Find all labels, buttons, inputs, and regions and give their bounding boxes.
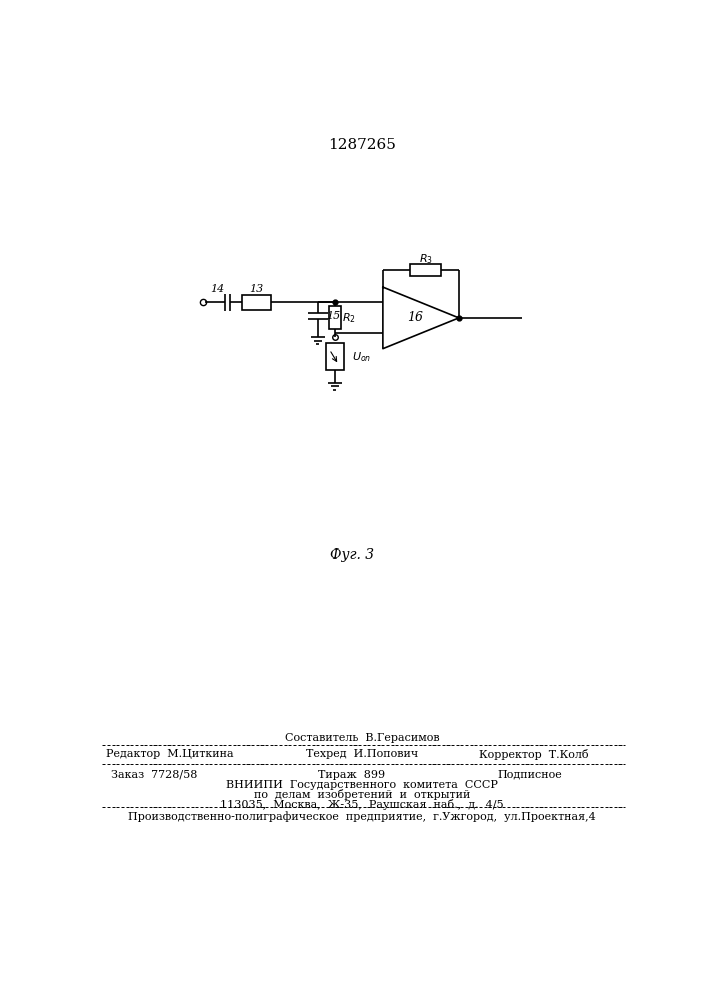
Text: 14: 14 bbox=[211, 284, 225, 294]
Text: Техред  И.Попович: Техред И.Попович bbox=[306, 749, 418, 759]
Text: $R_2$: $R_2$ bbox=[342, 311, 356, 325]
Text: Подписное: Подписное bbox=[498, 770, 563, 780]
Text: Составитель  В.Герасимов: Составитель В.Герасимов bbox=[285, 733, 439, 743]
Text: Фуг. 3: Фуг. 3 bbox=[329, 548, 374, 562]
Bar bbox=[242, 295, 271, 310]
Text: Редактор  М.Циткина: Редактор М.Циткина bbox=[106, 749, 233, 759]
Bar bbox=[410, 264, 441, 276]
Text: $U_{on}$: $U_{on}$ bbox=[352, 350, 371, 364]
Bar bbox=[329, 306, 341, 329]
Text: Производственно-полиграфическое  предприятие,  г.Ужгород,  ул.Проектная,4: Производственно-полиграфическое предприя… bbox=[128, 811, 596, 822]
Text: Корректор  Т.Колб: Корректор Т.Колб bbox=[479, 749, 589, 760]
Text: по  делам  изобретений  и  открытий: по делам изобретений и открытий bbox=[254, 789, 470, 800]
Text: 113035,  Москва,  Ж-35,  Раушская  наб.,  д.  4/5: 113035, Москва, Ж-35, Раушская наб., д. … bbox=[220, 799, 504, 810]
Bar bbox=[325, 343, 344, 370]
Text: Тираж  899: Тираж 899 bbox=[318, 770, 385, 780]
Text: 13: 13 bbox=[250, 284, 264, 294]
Text: 16: 16 bbox=[407, 311, 423, 324]
Text: 15: 15 bbox=[326, 311, 340, 321]
Text: ВНИИПИ  Государственного  комитета  СССР: ВНИИПИ Государственного комитета СССР bbox=[226, 780, 498, 790]
Text: $R_3$: $R_3$ bbox=[419, 252, 433, 266]
Text: Заказ  7728/58: Заказ 7728/58 bbox=[111, 770, 197, 780]
Text: 1287265: 1287265 bbox=[328, 138, 396, 152]
